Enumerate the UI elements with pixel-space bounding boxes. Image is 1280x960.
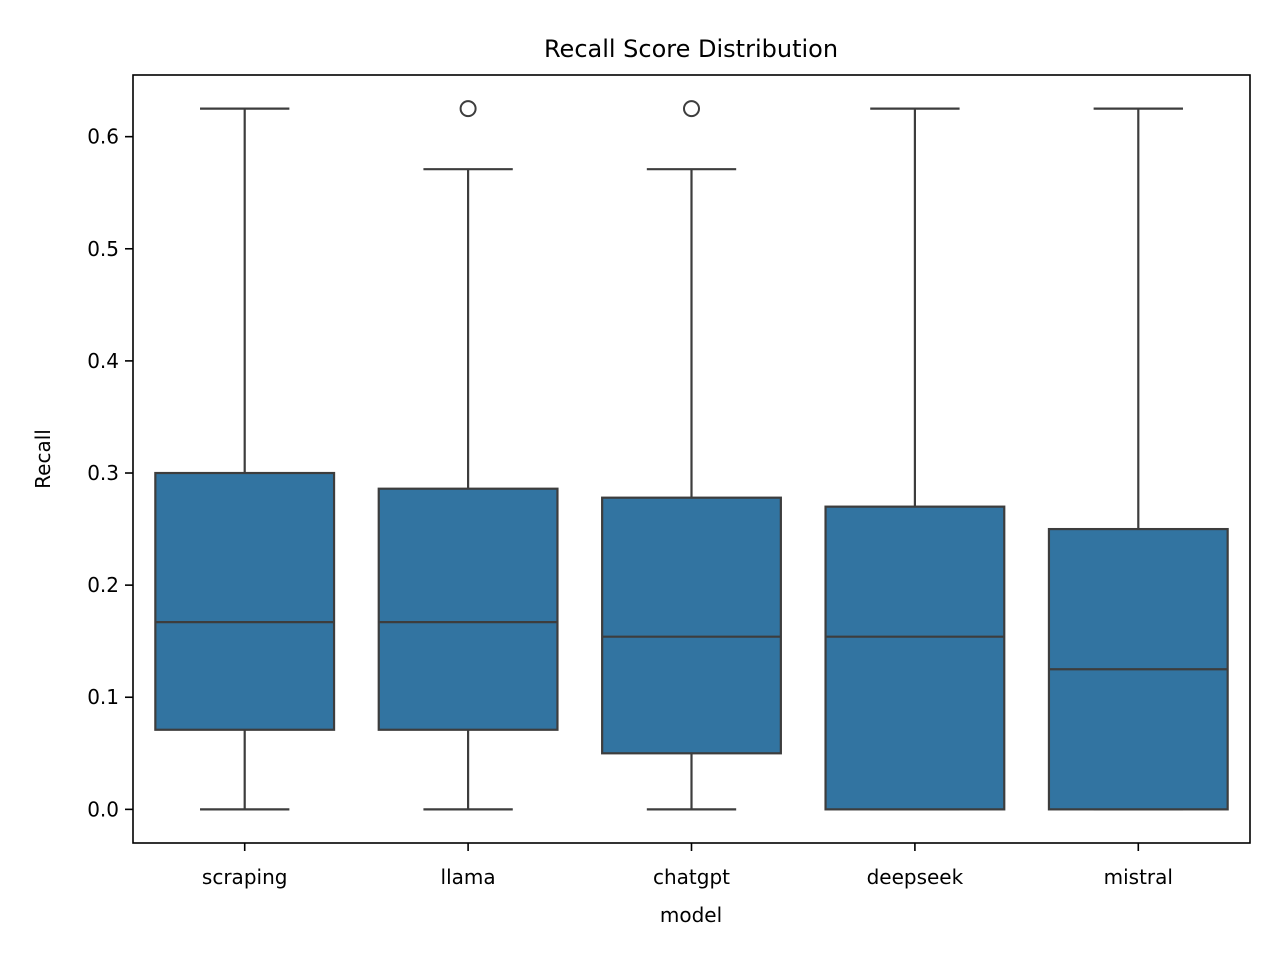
box-group-llama: [377, 100, 559, 811]
x-tick-label-chatgpt: chatgpt: [653, 865, 730, 889]
box-group-chatgpt: [601, 100, 782, 811]
y-tick-label: 0.1: [87, 685, 119, 709]
chart-title: Recall Score Distribution: [544, 35, 838, 63]
outlier-point: [459, 100, 477, 118]
y-tick-label: 0.6: [87, 125, 119, 149]
plot-frame: [132, 74, 1251, 844]
iqr-box: [824, 505, 1006, 811]
y-tick-label: 0.4: [87, 349, 119, 373]
box-group-mistral: [1047, 107, 1229, 811]
x-tick-label-scraping: scraping: [202, 865, 288, 889]
x-tick-label-mistral: mistral: [1104, 865, 1173, 889]
outlier-point: [683, 100, 700, 118]
iqr-box: [377, 487, 559, 731]
y-tick-label: 0.3: [87, 461, 119, 485]
y-tick-label: 0.2: [87, 573, 119, 597]
box-group-deepseek: [824, 107, 1006, 811]
plot-area: [154, 100, 1229, 811]
y-tick-label: 0.0: [87, 797, 119, 821]
x-axis-label: model: [660, 903, 722, 927]
x-axis: scraping llama chatgpt deepseek mistral: [202, 843, 1173, 889]
y-axis-label: Recall: [31, 429, 55, 489]
x-tick-label-llama: llama: [441, 865, 496, 889]
y-axis: 0.0 0.1 0.2 0.3 0.4 0.5 0.6: [87, 125, 133, 821]
x-tick-label-deepseek: deepseek: [867, 865, 964, 889]
iqr-box: [154, 471, 336, 731]
box-group-scraping: [154, 107, 336, 811]
y-tick-label: 0.5: [87, 237, 119, 261]
iqr-box: [601, 496, 782, 755]
